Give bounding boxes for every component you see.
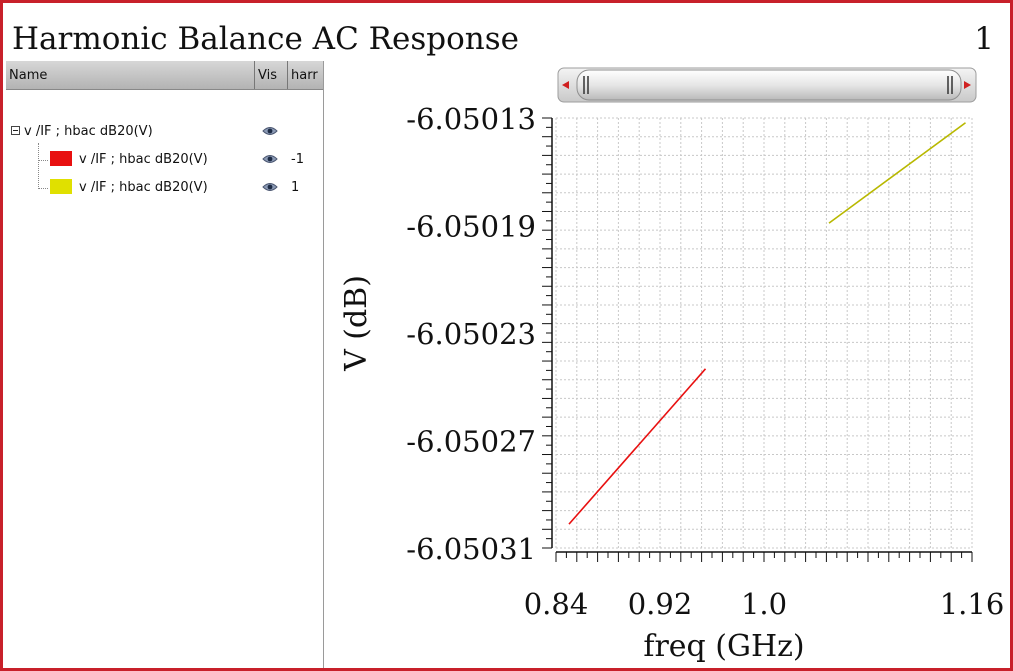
y-tick-label: -6.05019 (406, 210, 536, 244)
y-axis-label: V (dB) (339, 275, 374, 372)
y-tick-label: -6.05027 (406, 425, 536, 459)
x-tick-label: 0.84 (524, 587, 589, 621)
plot-grid (555, 117, 973, 549)
trace-color-swatch (50, 151, 72, 166)
tree-row-trace[interactable]: v /IF ; hbac dB20(V) -1 (6, 149, 323, 171)
y-tick-label: -6.05031 (406, 532, 536, 566)
x-tick-labels: 0.84 0.92 1.0 1.16 (524, 587, 1005, 621)
column-header-name[interactable]: Name (9, 68, 48, 83)
harmonic-value: 1 (291, 180, 300, 195)
x-tick-label: 0.92 (628, 587, 693, 621)
trace-color-swatch (50, 179, 72, 194)
page-title: Harmonic Balance AC Response (12, 21, 519, 57)
tree-guide-line (38, 143, 40, 189)
tree-row-trace[interactable]: v /IF ; hbac dB20(V) 1 (6, 177, 323, 199)
x-tick-label: 1.16 (940, 587, 1005, 621)
series-line[interactable] (828, 122, 966, 224)
zoom-scrollbar[interactable] (557, 64, 977, 106)
eye-icon[interactable] (262, 125, 278, 137)
harmonic-value: -1 (291, 152, 304, 167)
x-tick-label: 1.0 (741, 587, 787, 621)
trace-label: v /IF ; hbac dB20(V) (24, 124, 153, 139)
tree-guide-line (38, 160, 48, 162)
trace-label: v /IF ; hbac dB20(V) (79, 180, 208, 195)
trace-label: v /IF ; hbac dB20(V) (79, 152, 208, 167)
collapse-icon[interactable] (11, 126, 20, 135)
scroll-left-arrow-icon[interactable] (562, 81, 569, 89)
column-header-harmonic[interactable]: harr (287, 61, 323, 89)
eye-icon[interactable] (262, 181, 278, 193)
x-axis-label: freq (GHz) (643, 629, 804, 663)
tree-guide-line (38, 188, 48, 190)
scroll-thumb[interactable] (576, 69, 962, 101)
scroll-thumb-left-grip-icon[interactable] (583, 76, 589, 94)
scroll-right-arrow-icon[interactable] (964, 81, 971, 89)
plot-axes (542, 117, 973, 562)
tree-row-root[interactable]: v /IF ; hbac dB20(V) (6, 121, 323, 143)
tree-header: Name Vis harr (6, 61, 323, 90)
trace-tree-panel: Name Vis harr v /IF ; hbac dB20(V) v /IF… (6, 61, 324, 668)
y-tick-label: -6.05013 (406, 102, 536, 136)
scroll-thumb-right-grip-icon[interactable] (947, 76, 953, 94)
y-tick-labels: -6.05013 -6.05019 -6.05023 -6.05027 -6.05031 (406, 102, 536, 566)
subwindow-number: 1 (974, 21, 994, 57)
eye-icon[interactable] (262, 153, 278, 165)
column-header-vis[interactable]: Vis (254, 61, 287, 89)
y-tick-label: -6.05023 (406, 317, 536, 351)
series-line[interactable] (568, 368, 707, 525)
waveform-plot[interactable]: -6.05013 -6.05019 -6.05023 -6.05027 -6.05031… (326, 98, 1010, 663)
plot-series[interactable] (568, 122, 966, 525)
